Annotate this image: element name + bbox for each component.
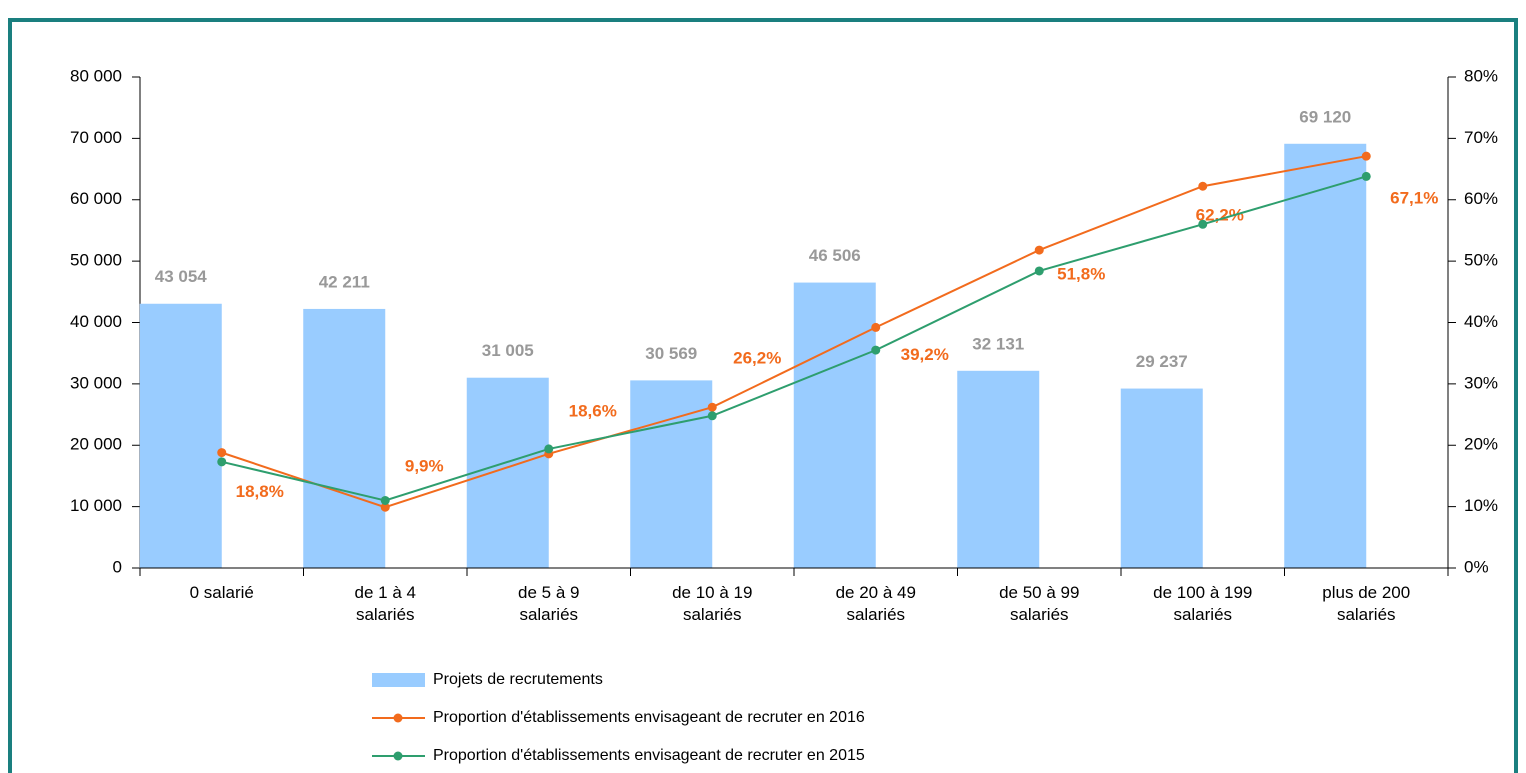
legend-swatch	[372, 673, 425, 687]
marker	[544, 444, 554, 454]
y-tick-label: 70 000	[70, 128, 122, 147]
line	[221, 155, 1367, 509]
line-value-label: 39,2%	[901, 345, 949, 364]
x-tick-label: de 50 à 99 salariés	[999, 583, 1080, 624]
y-tick-label: 30 000	[70, 373, 122, 392]
y2-tick-label: 80%	[1464, 66, 1498, 85]
bar	[793, 282, 876, 568]
y2-tick-label: 60%	[1464, 189, 1498, 208]
legend-swatch-marker	[393, 713, 403, 723]
y2-tick-label: 30%	[1464, 373, 1498, 392]
bar-value-label: 32 131	[972, 334, 1024, 353]
bar	[957, 370, 1040, 568]
marker	[380, 495, 390, 505]
bar	[466, 377, 549, 568]
legend-label: Proportion d'établissements envisageant …	[433, 709, 865, 726]
bar	[1284, 143, 1367, 568]
y-tick-label: 20 000	[70, 435, 122, 454]
bar	[1120, 388, 1203, 568]
y-tick-label: 0	[113, 557, 122, 576]
bar-value-label: 31 005	[482, 341, 534, 360]
y-tick-label: 60 000	[70, 189, 122, 208]
legend-label: Proportion d'établissements envisageant …	[433, 747, 865, 764]
line-value-label: 18,8%	[236, 482, 284, 501]
y2-tick-label: 70%	[1464, 128, 1498, 147]
marker	[217, 457, 227, 467]
marker	[707, 402, 717, 412]
marker	[1198, 219, 1208, 229]
x-tick-label: de 20 à 49 salariés	[835, 583, 916, 624]
y2-tick-label: 40%	[1464, 312, 1498, 331]
bar-value-label: 46 506	[809, 246, 861, 265]
line-value-label: 67,1%	[1390, 189, 1438, 208]
line-value-label: 26,2%	[733, 349, 781, 368]
bar-value-label: 30 569	[645, 344, 697, 363]
y-tick-label: 10 000	[70, 496, 122, 515]
marker	[217, 448, 227, 458]
bar-value-label: 69 120	[1299, 107, 1351, 126]
x-tick-label: de 1 à 4 salariés	[354, 583, 416, 624]
marker	[871, 345, 881, 355]
marker	[1034, 266, 1044, 276]
bar	[303, 308, 386, 568]
y2-tick-label: 0%	[1464, 557, 1489, 576]
line-value-label: 18,6%	[569, 401, 617, 420]
x-tick-label: 0 salarié	[189, 583, 254, 602]
marker	[707, 411, 717, 421]
y-tick-label: 80 000	[70, 66, 122, 85]
bar-value-label: 43 054	[155, 267, 208, 286]
marker	[1361, 171, 1371, 181]
y2-tick-label: 50%	[1464, 251, 1498, 270]
line-value-label: 9,9%	[405, 457, 444, 476]
x-tick-label: de 10 à 19 salariés	[672, 583, 753, 624]
y2-tick-label: 20%	[1464, 435, 1498, 454]
y2-tick-label: 10%	[1464, 496, 1498, 515]
marker	[380, 502, 390, 512]
marker	[1361, 151, 1371, 161]
line	[221, 175, 1367, 502]
bar-value-label: 42 211	[319, 272, 370, 291]
marker	[871, 322, 881, 332]
y-tick-label: 50 000	[70, 251, 122, 270]
legend-swatch-marker	[393, 751, 403, 761]
bar	[630, 380, 713, 568]
x-tick-label: plus de 200 salariés	[1322, 583, 1411, 624]
legend-label: Projets de recrutements	[433, 671, 603, 688]
frame	[8, 18, 1518, 773]
x-tick-label: de 5 à 9 salariés	[518, 583, 580, 624]
marker	[1198, 181, 1208, 191]
line-value-label: 62,2%	[1196, 206, 1244, 225]
bar-value-label: 29 237	[1136, 352, 1188, 371]
bar	[139, 303, 222, 568]
y-tick-label: 40 000	[70, 312, 122, 331]
line-value-label: 51,8%	[1057, 265, 1105, 284]
x-tick-label: de 100 à 199 salariés	[1153, 583, 1253, 624]
marker	[1034, 245, 1044, 255]
